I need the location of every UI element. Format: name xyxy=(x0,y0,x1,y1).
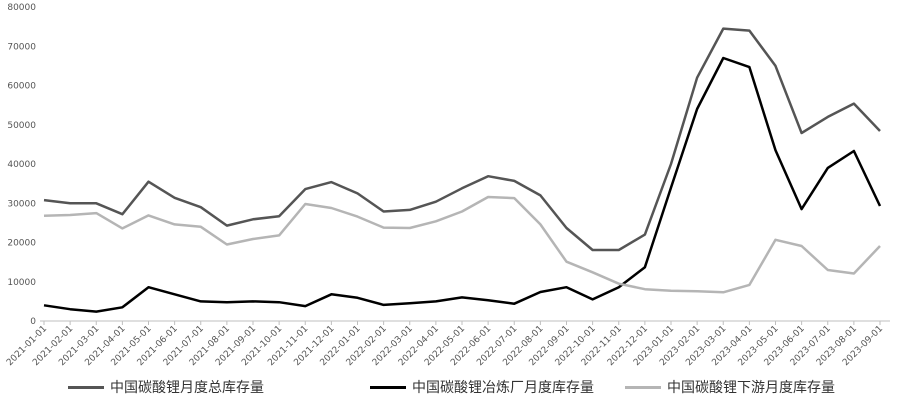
y-tick-label: 10000 xyxy=(7,278,36,288)
legend-item-3: 中国碳酸锂下游月度库存量 xyxy=(625,376,835,398)
y-tick-label: 20000 xyxy=(7,239,36,249)
legend-label: 中国碳酸锂月度总库存量 xyxy=(110,380,264,396)
legend-swatch xyxy=(625,385,661,389)
legend-item-1: 中国碳酸锂月度总库存量 xyxy=(68,376,264,398)
y-tick-label: 30000 xyxy=(7,199,36,209)
y-tick-label: 60000 xyxy=(7,82,36,92)
y-tick-label: 50000 xyxy=(7,121,36,131)
y-tick-label: 0 xyxy=(30,317,36,327)
legend: 中国碳酸锂月度总库存量 中国碳酸锂冶炼厂月度库存量 中国碳酸锂下游月度库存量 xyxy=(0,376,900,398)
series-line-2 xyxy=(43,56,882,313)
y-tick-label: 70000 xyxy=(7,42,36,52)
legend-label: 中国碳酸锂冶炼厂月度库存量 xyxy=(412,380,594,396)
y-tick-label: 80000 xyxy=(7,3,36,13)
legend-label: 中国碳酸锂下游月度库存量 xyxy=(667,380,835,396)
y-tick-label: 40000 xyxy=(7,160,36,170)
series-line-1 xyxy=(43,27,881,252)
series-line-3 xyxy=(43,195,881,294)
legend-swatch xyxy=(68,385,104,389)
legend-swatch xyxy=(370,385,406,389)
legend-item-2: 中国碳酸锂冶炼厂月度库存量 xyxy=(370,376,594,398)
